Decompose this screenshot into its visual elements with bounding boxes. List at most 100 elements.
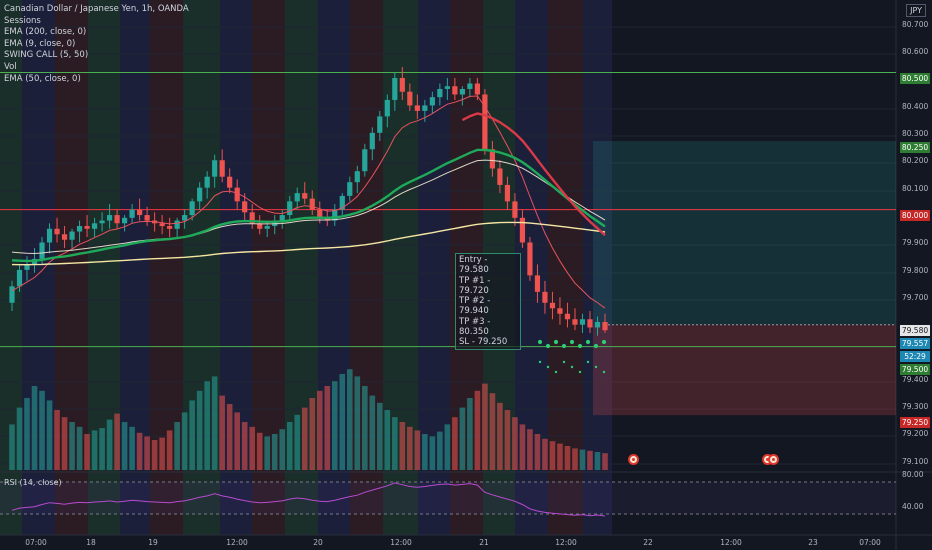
- legend-title[interactable]: Canadian Dollar / Japanese Yen, 1h, OAND…: [4, 4, 189, 14]
- volume-bar: [226, 404, 233, 470]
- candle-body: [587, 319, 593, 328]
- price-axis-label: 80.200: [902, 156, 929, 165]
- sl-price-tag[interactable]: 79.250: [900, 417, 930, 428]
- candle-body: [384, 99, 390, 117]
- tp3-price-tag[interactable]: 80.500: [900, 73, 930, 84]
- candle-body: [497, 168, 503, 185]
- time-axis-label: 19: [148, 538, 158, 547]
- swing-dot: [538, 360, 542, 364]
- economic-event-icon[interactable]: [768, 454, 779, 465]
- volume-bar: [211, 376, 218, 470]
- candle-body: [354, 171, 360, 183]
- candle-body: [474, 83, 480, 95]
- candle-body: [69, 231, 75, 240]
- legend-sessions[interactable]: Sessions: [4, 15, 41, 26]
- candle-body: [137, 209, 143, 216]
- candle-body: [91, 223, 98, 229]
- candle-body: [572, 319, 578, 325]
- resistance-price-tag[interactable]: 80.000: [900, 210, 930, 221]
- volume-bar: [549, 441, 556, 470]
- ema9-line: [11, 95, 606, 309]
- candle-body: [227, 176, 233, 188]
- swing-dot: [569, 339, 575, 345]
- candle-body: [579, 319, 586, 325]
- candle-body: [249, 212, 255, 224]
- candle-body: [84, 226, 90, 229]
- legend-vol[interactable]: Vol: [4, 61, 17, 72]
- swing-dot: [562, 360, 566, 364]
- ema-swing-down-line: [461, 112, 606, 236]
- candle-body: [489, 149, 496, 169]
- candle-body: [189, 201, 195, 216]
- time-axis-label: 12:00: [226, 538, 248, 547]
- candle-body: [294, 193, 300, 202]
- volume-bar: [241, 422, 248, 470]
- legend-ema50[interactable]: EMA (50, close, 0): [4, 73, 81, 84]
- volume-bar: [594, 452, 601, 470]
- volume-bar: [196, 390, 203, 470]
- candle-body: [512, 201, 518, 218]
- rsi-title[interactable]: RSI (14, close): [4, 478, 62, 487]
- volume-bar: [512, 417, 518, 470]
- swing-dot: [537, 339, 543, 345]
- volume-bar: [264, 436, 271, 470]
- legend-swing-call[interactable]: SWING CALL (5, 50): [4, 50, 89, 61]
- candle-body: [272, 220, 278, 227]
- volume-bar: [24, 398, 30, 470]
- candle-body: [542, 291, 548, 303]
- volume-bar: [557, 443, 563, 470]
- swing-dot: [602, 370, 606, 374]
- volume-bar: [114, 413, 120, 470]
- swing-dot: [585, 339, 591, 345]
- price-axis-label: 80.600: [902, 47, 929, 56]
- tp1-price-tag[interactable]: 79.500: [900, 364, 930, 375]
- candle-body: [287, 201, 293, 216]
- volume-bar: [519, 424, 526, 470]
- volume-bar: [361, 386, 368, 470]
- price-axis-label: 79.800: [902, 266, 929, 275]
- volume-bar: [534, 434, 541, 470]
- candle-body: [377, 116, 383, 133]
- candle-body: [279, 215, 285, 221]
- volume-bar: [76, 426, 83, 470]
- candle-body: [422, 105, 428, 111]
- volume-bar: [542, 438, 548, 470]
- candle-body: [16, 269, 23, 287]
- entry-price-tag[interactable]: 79.580: [900, 325, 930, 336]
- volume-bar: [602, 453, 608, 470]
- candle-body: [437, 88, 443, 98]
- currency-label[interactable]: JPY: [906, 4, 926, 17]
- volume-bar: [437, 431, 443, 470]
- volume-bar: [369, 395, 376, 470]
- price-axis-label: 79.100: [902, 457, 929, 466]
- time-axis-label: 21: [479, 538, 489, 547]
- candle-body: [242, 201, 248, 213]
- economic-event-icon[interactable]: [628, 454, 639, 465]
- swing-dot: [593, 343, 599, 349]
- legend-ema200[interactable]: EMA (200, close, 0): [4, 27, 87, 38]
- candle-body: [121, 217, 128, 224]
- candle-body: [339, 195, 345, 210]
- current-price-tag[interactable]: 79.557: [900, 338, 930, 349]
- candle-body: [144, 215, 150, 221]
- candle-body: [429, 97, 435, 106]
- tp2-price-tag[interactable]: 80.250: [900, 142, 930, 153]
- trade-tp2: TP #2 - 79.940: [459, 296, 491, 317]
- candle-body: [9, 286, 15, 303]
- volume-bar: [294, 414, 301, 470]
- legend-ema9[interactable]: EMA (9, close, 0): [4, 38, 76, 49]
- candle-body: [24, 264, 30, 270]
- trade-tp1: TP #1 - 79.720: [459, 275, 491, 296]
- volume-bar: [309, 398, 316, 470]
- candle-body: [46, 228, 53, 243]
- time-axis-label: 07:00: [859, 538, 881, 547]
- volume-bar: [189, 400, 195, 470]
- candle-body: [369, 132, 375, 150]
- swing-dot: [578, 370, 582, 374]
- candle-body: [594, 321, 601, 328]
- take-profit-zone: [593, 141, 896, 325]
- volume-bar: [61, 417, 68, 470]
- candle-body: [324, 217, 330, 221]
